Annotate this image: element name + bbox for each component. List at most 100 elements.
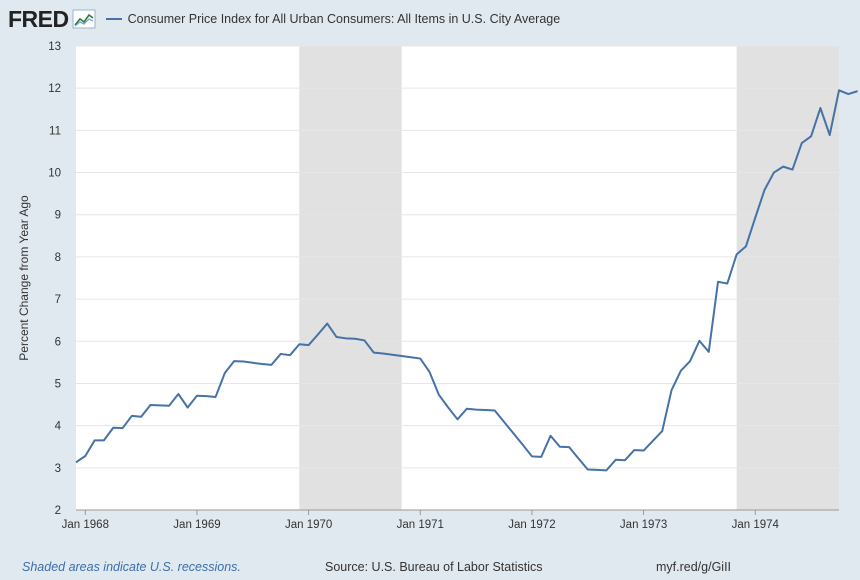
- data-point: [84, 455, 86, 457]
- data-point: [828, 134, 830, 136]
- data-point: [717, 281, 719, 283]
- data-point: [261, 363, 263, 365]
- y-tick-label: 10: [48, 168, 61, 180]
- data-point: [847, 93, 849, 95]
- data-point: [121, 427, 123, 429]
- data-point: [670, 389, 672, 391]
- data-point: [419, 357, 421, 359]
- data-point: [456, 418, 458, 420]
- data-point: [801, 142, 803, 144]
- data-point: [745, 245, 747, 247]
- data-point: [503, 421, 505, 423]
- data-point: [205, 395, 207, 397]
- data-point: [754, 216, 756, 218]
- y-tick-label: 8: [55, 252, 61, 264]
- data-point: [131, 415, 133, 417]
- data-point: [391, 354, 393, 356]
- x-tick-label: Jan 1968: [62, 519, 109, 531]
- y-axis-label: Percent Change from Year Ago: [17, 195, 31, 361]
- data-point: [652, 440, 654, 442]
- cpi-line-chart: 2 3 4 5 6 7 8 9 10 11 12 13 Jan 1968 Jan 1969 Jan 1970…: [17, 41, 858, 531]
- data-point: [512, 432, 514, 434]
- data-point: [559, 446, 561, 448]
- y-tick-label: 5: [55, 378, 61, 390]
- data-point: [270, 364, 272, 366]
- data-point: [521, 443, 523, 445]
- x-tick-label: Jan 1972: [508, 519, 555, 531]
- data-point: [856, 90, 858, 92]
- data-point: [280, 353, 282, 355]
- data-point: [782, 165, 784, 167]
- data-point: [373, 351, 375, 353]
- data-point: [447, 406, 449, 408]
- data-point: [614, 459, 616, 461]
- data-point: [140, 416, 142, 418]
- data-point: [494, 409, 496, 411]
- recession-band: [299, 46, 402, 510]
- data-point: [345, 337, 347, 339]
- data-point: [326, 322, 328, 324]
- data-point: [484, 409, 486, 411]
- data-point: [186, 406, 188, 408]
- data-point: [289, 354, 291, 356]
- x-tick-label: Jan 1974: [732, 519, 780, 531]
- x-tick-label: Jan 1971: [397, 519, 444, 531]
- data-point: [549, 435, 551, 437]
- data-point: [159, 404, 161, 406]
- data-point: [224, 372, 226, 374]
- data-point: [642, 449, 644, 451]
- plot-area: [76, 46, 839, 510]
- y-tick-label: 4: [55, 421, 62, 433]
- data-point: [661, 430, 663, 432]
- data-point: [726, 282, 728, 284]
- data-point: [177, 393, 179, 395]
- data-point: [605, 469, 607, 471]
- data-point: [400, 355, 402, 357]
- data-point: [382, 352, 384, 354]
- data-point: [466, 408, 468, 410]
- chart-header: FRED Consumer Price Index for All Urban …: [8, 4, 560, 34]
- data-point: [233, 360, 235, 362]
- data-point: [773, 171, 775, 173]
- y-tick-label: 3: [55, 463, 61, 475]
- data-point: [531, 455, 533, 457]
- data-point: [540, 456, 542, 458]
- data-point: [335, 336, 337, 338]
- legend-line-swatch: [105, 18, 122, 20]
- data-point: [763, 189, 765, 191]
- y-tick-label: 7: [55, 294, 61, 306]
- recession-note: Shaded areas indicate U.S. recessions.: [22, 560, 241, 574]
- fred-logo[interactable]: FRED: [8, 5, 69, 32]
- data-point: [633, 449, 635, 451]
- y-tick-label: 13: [48, 41, 61, 53]
- data-point: [596, 469, 598, 471]
- y-tick-label: 6: [55, 336, 61, 348]
- data-point: [93, 439, 95, 441]
- short-url-link[interactable]: myf.red/g/GiII: [656, 560, 732, 574]
- data-point: [214, 396, 216, 398]
- data-point: [735, 253, 737, 255]
- data-point: [307, 344, 309, 346]
- data-point: [168, 405, 170, 407]
- data-point: [819, 107, 821, 109]
- source-note: Source: U.S. Bureau of Labor Statistics: [325, 560, 543, 574]
- data-point: [410, 356, 412, 358]
- data-point: [354, 338, 356, 340]
- data-point: [428, 371, 430, 373]
- data-point: [577, 457, 579, 459]
- data-point: [438, 394, 440, 396]
- data-point: [196, 394, 198, 396]
- data-point: [689, 360, 691, 362]
- fred-chart-icon: [72, 9, 96, 29]
- data-point: [242, 360, 244, 362]
- data-point: [587, 468, 589, 470]
- x-tick-label: Jan 1970: [285, 519, 332, 531]
- y-tick-label: 2: [55, 505, 61, 517]
- data-point: [363, 339, 365, 341]
- data-point: [810, 135, 812, 137]
- legend-label[interactable]: Consumer Price Index for All Urban Consu…: [127, 12, 561, 26]
- data-point: [475, 408, 477, 410]
- recession-band: [736, 46, 839, 510]
- y-tick-label: 12: [48, 83, 61, 95]
- cpi-series-line: [75, 89, 858, 472]
